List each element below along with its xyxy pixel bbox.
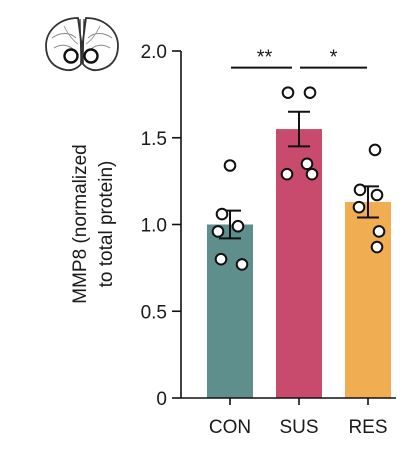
y-axis-title: MMP8 (normalized to total protein) — [70, 144, 117, 303]
x-tick-label-res: RES — [348, 417, 387, 438]
error-bar-sus — [288, 110, 310, 148]
x-tick-label-con: CON — [209, 417, 251, 438]
data-point-res — [368, 143, 382, 157]
significance-label: * — [330, 47, 338, 69]
data-point-con — [211, 225, 225, 238]
data-point-res — [353, 183, 367, 197]
y-tick-label: 2.0 — [141, 42, 167, 63]
data-point-con — [214, 252, 228, 266]
x-tick-label-sus: SUS — [279, 417, 318, 438]
data-point-res — [370, 188, 384, 202]
data-point-res — [352, 200, 366, 214]
brain-coronal-section-icon — [45, 17, 119, 72]
y-tick-label: 1.0 — [141, 216, 167, 237]
data-point-con — [235, 258, 249, 271]
data-point-con — [215, 207, 229, 221]
data-point-res — [370, 240, 384, 254]
y-axis-title-line-2: to total protein) — [96, 161, 117, 288]
data-point-sus — [305, 167, 319, 181]
significance-label: ** — [257, 47, 273, 69]
data-point-con — [223, 159, 237, 172]
data-point-sus — [280, 167, 294, 181]
data-point-res — [372, 225, 386, 238]
y-tick-label: 1.5 — [141, 129, 167, 150]
data-point-sus — [300, 157, 314, 171]
data-point-sus — [303, 86, 317, 99]
y-axis-title-line-1: MMP8 (normalized — [70, 144, 91, 303]
data-point-sus — [281, 86, 295, 99]
bar-con — [207, 224, 253, 398]
y-tick-label: 0 — [156, 389, 167, 410]
data-point-con — [231, 219, 245, 233]
y-tick-label: 0.5 — [141, 302, 167, 323]
